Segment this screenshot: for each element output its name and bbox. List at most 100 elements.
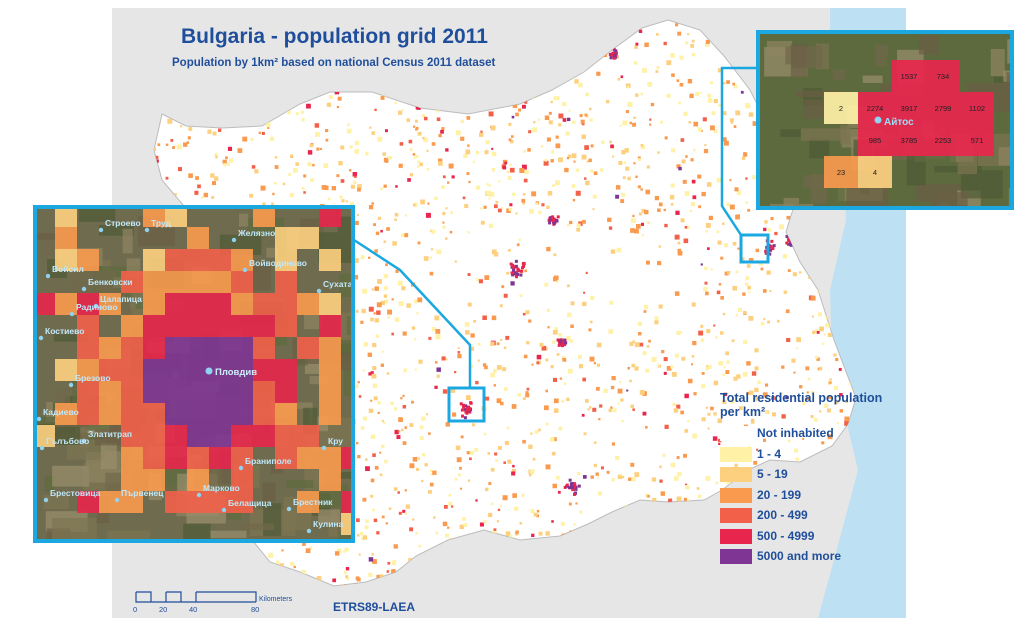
- population-cell: [340, 179, 345, 183]
- population-cell: [426, 413, 429, 416]
- population-cell: [735, 214, 740, 220]
- population-cell: [616, 247, 622, 253]
- population-cell: [436, 117, 441, 122]
- population-cell: [388, 507, 392, 510]
- population-cell: [719, 331, 724, 335]
- population-cell: [823, 333, 826, 336]
- population-cell: [443, 504, 448, 509]
- population-cell: [620, 199, 625, 203]
- place-label: Гълъбово: [46, 436, 89, 446]
- population-cell: [720, 256, 724, 260]
- population-cell: [463, 523, 468, 527]
- population-cell: [569, 339, 574, 343]
- population-cell: [619, 124, 622, 127]
- population-cell: [434, 315, 440, 321]
- population-cell: [522, 192, 526, 196]
- population-cell: [670, 365, 674, 369]
- urban-cell: [514, 264, 518, 268]
- population-cell: [558, 123, 562, 127]
- urban-cell: [514, 259, 518, 263]
- population-cell: [362, 416, 368, 421]
- population-cell: [488, 481, 492, 485]
- population-cell: [707, 247, 710, 250]
- grid-cell-value: 734: [937, 72, 950, 81]
- population-cell: [346, 128, 352, 134]
- population-cell: [581, 413, 585, 417]
- population-cell: [632, 214, 635, 218]
- population-cell: [170, 139, 174, 142]
- population-cell: [745, 177, 748, 180]
- population-cell: [515, 212, 518, 215]
- population-cell: [395, 269, 399, 273]
- grid-cell-value: 571: [971, 136, 984, 145]
- population-cell: [353, 180, 357, 184]
- population-cell: [468, 180, 471, 184]
- field-patch: [906, 155, 926, 186]
- population-cell: [455, 445, 461, 451]
- population-cell: [467, 273, 471, 276]
- population-cell: [706, 182, 712, 187]
- population-cell: [512, 103, 518, 109]
- field-patch: [286, 480, 314, 489]
- population-cell: [635, 93, 639, 97]
- urban-cell: [552, 221, 556, 225]
- grid-cell: [121, 425, 143, 447]
- population-cell: [752, 121, 758, 126]
- population-cell: [522, 439, 526, 444]
- population-cell: [481, 414, 484, 417]
- population-cell: [731, 339, 735, 343]
- population-cell: [372, 559, 377, 564]
- urban-cell: [556, 215, 560, 219]
- population-cell: [418, 359, 423, 364]
- population-cell: [567, 312, 572, 318]
- population-cell: [743, 310, 747, 315]
- population-cell: [754, 387, 759, 393]
- population-cell: [377, 279, 382, 284]
- population-cell: [451, 412, 457, 417]
- population-cell: [271, 202, 274, 206]
- population-cell: [710, 81, 714, 85]
- plovdiv-locator-box: [447, 386, 486, 423]
- population-cell: [194, 190, 199, 195]
- field-patch: [990, 48, 1005, 77]
- urban-cell: [570, 484, 574, 488]
- population-cell: [733, 84, 738, 89]
- population-cell: [578, 354, 582, 359]
- population-cell: [635, 224, 641, 229]
- population-cell: [680, 218, 685, 223]
- legend-label: 5 - 19: [757, 467, 788, 481]
- population-cell: [627, 103, 631, 108]
- population-cell: [726, 480, 731, 485]
- population-cell: [558, 157, 563, 163]
- population-cell: [506, 426, 510, 430]
- population-cell: [419, 162, 423, 167]
- population-cell: [383, 286, 388, 291]
- population-cell: [724, 271, 729, 276]
- population-cell: [493, 528, 497, 532]
- population-cell: [295, 112, 299, 116]
- population-cell: [454, 260, 457, 263]
- field-patch: [78, 209, 116, 222]
- population-cell: [484, 365, 488, 370]
- population-cell: [442, 389, 448, 394]
- population-cell: [762, 289, 767, 293]
- population-cell: [677, 241, 681, 245]
- population-cell: [748, 257, 754, 263]
- population-cell: [748, 290, 751, 294]
- population-cell: [361, 308, 366, 314]
- population-cell: [815, 355, 819, 359]
- population-cell: [483, 205, 487, 209]
- population-cell: [532, 127, 538, 133]
- population-cell: [380, 363, 385, 367]
- population-cell: [736, 190, 742, 196]
- legend-label: 20 - 199: [757, 487, 802, 502]
- population-cell: [526, 341, 530, 345]
- population-cell: [445, 237, 448, 240]
- population-cell: [429, 271, 434, 276]
- place-dot: [68, 382, 74, 388]
- population-cell: [262, 202, 266, 206]
- place-dot: [231, 237, 237, 243]
- population-cell: [436, 374, 440, 378]
- urban-cell: [569, 482, 573, 486]
